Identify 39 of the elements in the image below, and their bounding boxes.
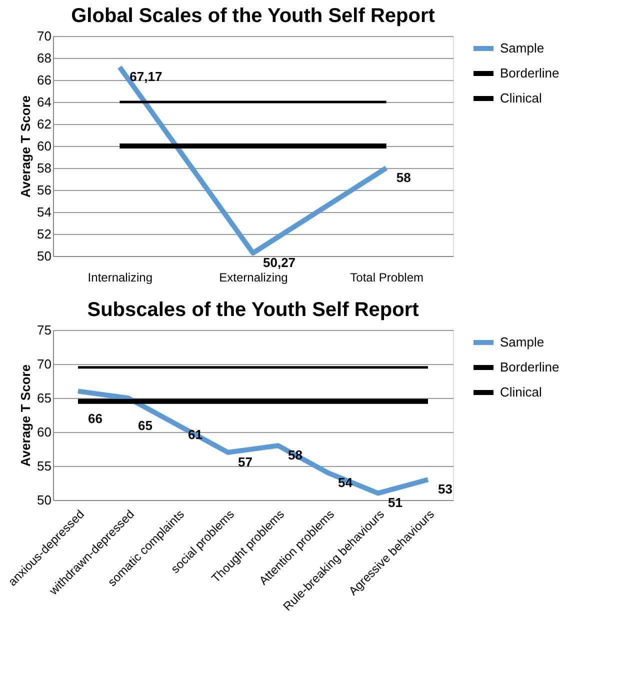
data-label: 50,27	[263, 255, 296, 270]
x-tick-label: Total Problem	[350, 270, 424, 284]
y-tick-label: 50	[37, 248, 52, 264]
y-tick-label: 68	[37, 50, 52, 66]
data-label: 57	[238, 454, 252, 470]
y-tick-label: 55	[37, 458, 52, 474]
legend-label: Clinical	[500, 384, 542, 400]
chart-title: Subscales of the Youth Self Report	[87, 299, 420, 321]
y-tick-label: 50	[37, 492, 52, 508]
y-tick-label: 64	[37, 94, 52, 110]
data-label: 58	[396, 170, 411, 185]
data-label: 54	[338, 474, 354, 490]
legend-label: Borderline	[500, 360, 560, 374]
y-tick-label: 70	[37, 356, 52, 372]
legend-label: Clinical	[500, 90, 542, 106]
y-tick-label: 62	[37, 116, 52, 132]
legend-label: Borderline	[500, 66, 560, 80]
data-label: 51	[388, 495, 402, 510]
legend-label: Sample	[500, 334, 544, 350]
data-label: 65	[138, 418, 152, 433]
y-tick-label: 54	[37, 204, 52, 220]
x-tick-label: Internalizing	[88, 270, 153, 284]
data-label: 66	[88, 411, 102, 426]
chart-title: Global Scales of the Youth Self Report	[71, 5, 436, 27]
y-axis-title: Average T Score	[18, 364, 34, 467]
y-tick-label: 70	[37, 28, 52, 44]
y-tick-label: 52	[37, 226, 52, 242]
y-tick-label: 60	[37, 138, 52, 154]
y-axis-title: Average T Score	[18, 95, 34, 198]
y-tick-label: 65	[37, 390, 52, 406]
y-tick-label: 75	[37, 322, 52, 338]
y-tick-label: 56	[37, 182, 52, 198]
data-label: 67,17	[130, 69, 162, 84]
data-label: 53	[438, 482, 452, 497]
y-tick-label: 66	[37, 72, 52, 88]
x-tick-label: Externalizing	[219, 270, 288, 284]
y-tick-label: 58	[37, 160, 52, 176]
legend-label: Sample	[500, 40, 544, 56]
y-tick-label: 60	[37, 424, 52, 440]
